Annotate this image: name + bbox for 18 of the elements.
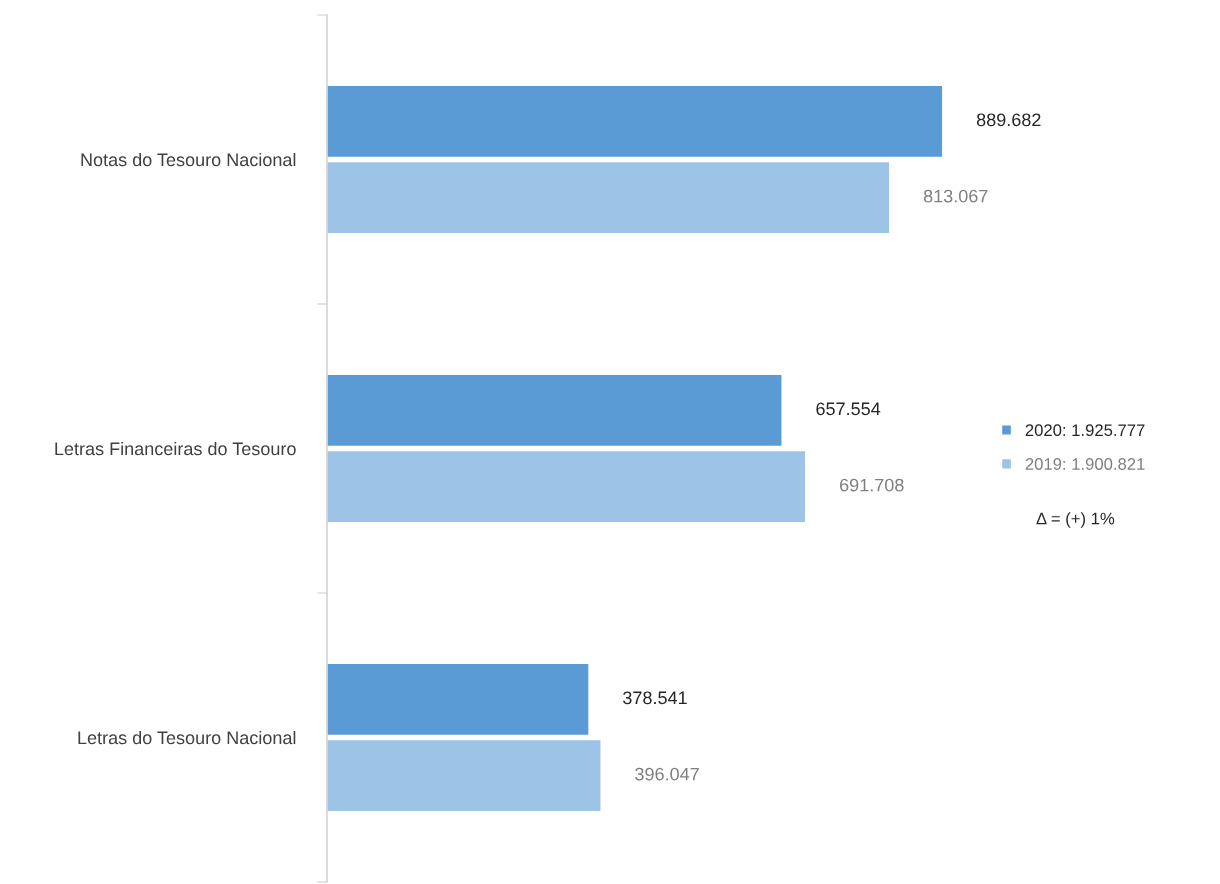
y-tick-label: Letras Financeiras do Tesouro xyxy=(55,441,296,456)
data-label: 396.047 xyxy=(635,767,699,781)
legend-label: 2019: 1.900.821 xyxy=(1025,458,1145,470)
legend-label: 2020: 1.925.777 xyxy=(1025,424,1145,437)
data-label: 657.554 xyxy=(816,402,881,416)
bar xyxy=(327,662,590,737)
text: Δ = (+) 1% xyxy=(1036,512,1115,528)
y-tick-label: Notas do Tesouro Nacional xyxy=(81,152,296,167)
y-tick-label: Letras do Tesouro Nacional xyxy=(78,730,296,745)
data-label: 813.067 xyxy=(923,189,988,203)
bar xyxy=(327,738,602,813)
data-label: 691.708 xyxy=(840,478,904,492)
bar xyxy=(327,373,783,448)
bar xyxy=(327,449,807,524)
bar xyxy=(327,84,944,159)
data-label: 889.682 xyxy=(976,113,1041,127)
data-label: 378.541 xyxy=(623,691,687,705)
bar xyxy=(327,160,891,235)
